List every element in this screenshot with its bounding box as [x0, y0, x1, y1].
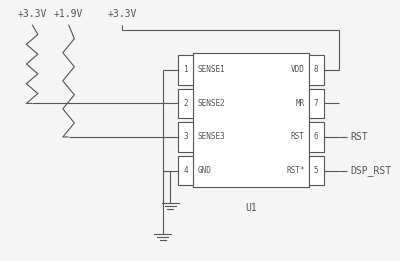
Bar	[308, 156, 324, 185]
Text: RST: RST	[291, 132, 305, 141]
Text: SENSE2: SENSE2	[197, 99, 225, 108]
Text: 7: 7	[314, 99, 318, 108]
Text: +1.9V: +1.9V	[54, 9, 83, 20]
Text: MR: MR	[296, 99, 305, 108]
Text: +3.3V: +3.3V	[18, 9, 47, 20]
Bar	[308, 122, 324, 152]
Text: 6: 6	[314, 132, 318, 141]
Bar	[308, 88, 324, 118]
Text: GND: GND	[197, 166, 211, 175]
Text: 4: 4	[183, 166, 188, 175]
Text: +3.3V: +3.3V	[108, 9, 137, 20]
Bar	[178, 122, 193, 152]
Text: RST*: RST*	[286, 166, 305, 175]
Bar	[193, 53, 308, 187]
Text: VDD: VDD	[291, 65, 305, 74]
Text: U1: U1	[245, 203, 257, 213]
Text: SENSE1: SENSE1	[197, 65, 225, 74]
Bar	[178, 55, 193, 85]
Bar	[308, 55, 324, 85]
Text: 5: 5	[314, 166, 318, 175]
Text: RST: RST	[351, 132, 368, 142]
Bar	[178, 88, 193, 118]
Text: 2: 2	[183, 99, 188, 108]
Text: 1: 1	[183, 65, 188, 74]
Text: SENSE3: SENSE3	[197, 132, 225, 141]
Text: DSP_RST: DSP_RST	[351, 165, 392, 176]
Text: 8: 8	[314, 65, 318, 74]
Bar	[178, 156, 193, 185]
Text: 3: 3	[183, 132, 188, 141]
